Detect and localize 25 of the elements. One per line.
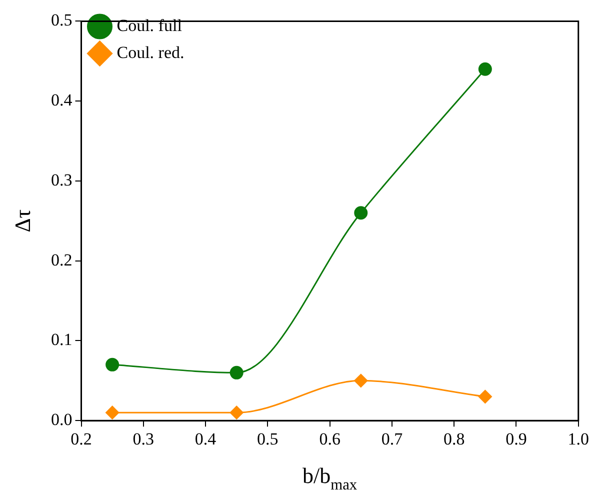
point: [354, 206, 368, 220]
y-tick-label: 0.3: [51, 170, 72, 190]
y-tick-label: 0.0: [51, 410, 72, 430]
point: [106, 358, 120, 372]
point: [230, 406, 244, 420]
point: [230, 366, 244, 380]
y-tick-label: 0.1: [51, 330, 72, 350]
x-tick-label: 0.4: [194, 429, 217, 448]
point: [478, 62, 492, 76]
y-tick-label: 0.5: [51, 10, 72, 30]
x-tick-label: 1.0: [568, 429, 589, 448]
x-tick-label: 0.9: [506, 429, 527, 448]
x-tick-label: 0.6: [319, 429, 340, 448]
y-tick-label: 0.4: [51, 90, 73, 110]
point: [354, 374, 368, 388]
point: [106, 406, 120, 420]
x-tick-label: 0.8: [443, 429, 465, 448]
x-tick-label: 0.5: [257, 429, 278, 448]
x-tick-label: 0.3: [132, 429, 154, 448]
y-tick-label: 0.2: [51, 250, 72, 270]
point: [478, 390, 492, 404]
y-axis-title: Δτ: [10, 209, 35, 232]
x-tick-label: 0.7: [381, 429, 404, 448]
x-tick-label: 0.2: [70, 429, 92, 448]
legend-label: Coul. red.: [116, 42, 184, 62]
